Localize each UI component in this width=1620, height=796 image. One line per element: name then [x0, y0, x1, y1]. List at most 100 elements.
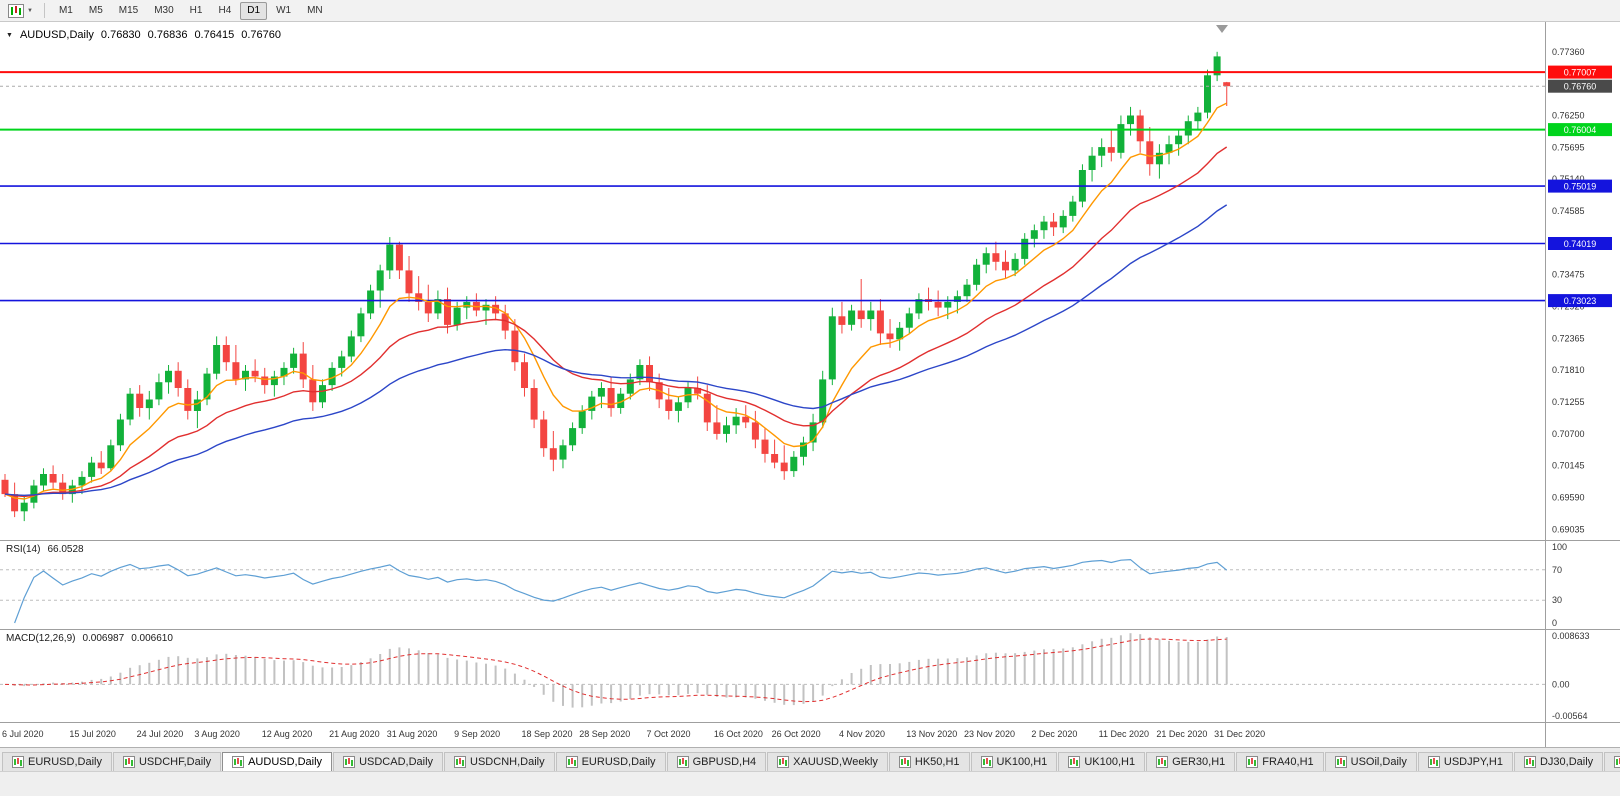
macd-indicator-label: MACD(12,26,9) 0.006987 0.006610: [6, 633, 173, 644]
svg-text:0.70145: 0.70145: [1552, 461, 1585, 471]
chart-mini-icon: [1156, 756, 1169, 768]
tab-label: USOil,Daily: [1350, 756, 1407, 768]
chart-tab-bar: EURUSD,Daily USDCHF,Daily AUDUSD,Daily USDC…: [0, 747, 1620, 771]
chart-tab-eurusd-daily[interactable]: EURUSD,Daily: [2, 752, 112, 771]
timeframe-button-mn[interactable]: MN: [300, 2, 330, 20]
date-axis-label: 18 Sep 2020: [521, 729, 573, 739]
chart-tab-usdchf-daily[interactable]: USDCHF,Daily: [112, 752, 222, 771]
svg-text:70: 70: [1552, 565, 1562, 575]
chart-tab-eurusd-daily[interactable]: EURUSD,Daily: [555, 752, 666, 771]
chart-tab-gbpusd-h4[interactable]: GBPUSD,H4: [666, 752, 767, 771]
chart-tab-dj30-daily[interactable]: DJ30,Daily: [1513, 752, 1604, 771]
svg-text:0.76250: 0.76250: [1552, 111, 1585, 121]
price-line-label: [1548, 65, 1612, 79]
chart-tab-audusd-daily[interactable]: AUDUSD,Daily: [222, 752, 333, 771]
tab-label: USDCNH,Daily: [470, 756, 545, 768]
timeframe-button-w1[interactable]: W1: [269, 2, 298, 20]
macd-pane[interactable]: MACD(12,26,9) 0.006987 0.006610 0.008633…: [0, 630, 1620, 722]
macd-name: MACD(12,26,9): [6, 633, 76, 644]
svg-text:0: 0: [1552, 618, 1557, 628]
pane-divider: [0, 629, 1620, 630]
date-axis-label: 11 Dec 2020: [1098, 729, 1150, 739]
rsi-value: 66.0528: [47, 544, 84, 555]
timeframe-button-m15[interactable]: M15: [112, 2, 145, 20]
chart-tab-china300-h1[interactable]: CHINA300,H1: [1604, 752, 1620, 771]
chart-tab-xauusd-weekly[interactable]: XAUUSD,Weekly: [767, 752, 888, 771]
timeframe-button-m5[interactable]: M5: [82, 2, 110, 20]
price-line-label: [1548, 123, 1612, 137]
main-price-pane[interactable]: 0.773600.768050.762500.756950.751400.745…: [0, 22, 1620, 540]
svg-text:0.75019: 0.75019: [1564, 182, 1597, 192]
svg-text:30: 30: [1552, 595, 1562, 605]
chart-mini-icon: [1334, 756, 1347, 768]
candles-layer: [1, 51, 1231, 522]
rsi-pane[interactable]: RSI(14) 66.0528 100 70 30 0: [0, 541, 1620, 629]
price-axis-ticks: 0.773600.768050.762500.756950.751400.745…: [1552, 47, 1585, 535]
svg-text:0.73475: 0.73475: [1552, 270, 1585, 280]
chart-tab-usdjpy-h1[interactable]: USDJPY,H1: [1417, 752, 1513, 771]
tab-label: GBPUSD,H4: [692, 756, 757, 768]
svg-text:0.76004: 0.76004: [1564, 125, 1597, 135]
chart-shift-marker[interactable]: [1216, 25, 1228, 33]
macd-canvas[interactable]: 0.008633 0.00 -0.00564: [0, 630, 1620, 722]
timeframe-button-m1[interactable]: M1: [52, 2, 80, 20]
chart-tab-hk50-h1[interactable]: HK50,H1: [888, 752, 970, 771]
chart-mini-icon: [676, 756, 689, 768]
timeframe-toolbar: ▼ M1 M5 M15 M30 H1 H4 D1 W1 MN: [0, 0, 1620, 22]
svg-text:0.77360: 0.77360: [1552, 47, 1585, 57]
svg-text:0.71810: 0.71810: [1552, 365, 1585, 375]
tab-label: USDCHF,Daily: [138, 756, 212, 768]
chart-mini-icon: [898, 756, 911, 768]
chart-mini-icon: [122, 756, 135, 768]
ohlc-low: 0.76415: [194, 29, 235, 41]
svg-text:0.72365: 0.72365: [1552, 333, 1585, 343]
pane-divider: [0, 540, 1620, 541]
date-axis-label: 7 Oct 2020: [646, 729, 691, 739]
svg-text:0.008633: 0.008633: [1552, 631, 1590, 641]
tab-label: UK100,H1: [1084, 756, 1136, 768]
timeframe-button-h4[interactable]: H4: [211, 2, 238, 20]
chart-mini-icon: [565, 756, 578, 768]
date-axis-label: 28 Sep 2020: [579, 729, 631, 739]
tab-label: GER30,H1: [1172, 756, 1226, 768]
date-axis-label: 26 Oct 2020: [771, 729, 821, 739]
svg-text:0.74585: 0.74585: [1552, 206, 1585, 216]
date-axis-label: 12 Aug 2020: [261, 729, 313, 739]
svg-text:0.00: 0.00: [1552, 679, 1570, 689]
timeframe-button-m30[interactable]: M30: [147, 2, 180, 20]
chart-tab-usdcad-daily[interactable]: USDCAD,Daily: [333, 752, 444, 771]
price-chart-canvas[interactable]: 0.773600.768050.762500.756950.751400.745…: [0, 22, 1620, 540]
svg-text:0.77007: 0.77007: [1564, 68, 1597, 78]
date-axis-label: 13 Nov 2020: [906, 729, 958, 739]
tab-label: USDJPY,H1: [1443, 756, 1503, 768]
tab-label: XAUUSD,Weekly: [793, 756, 878, 768]
date-axis-label: 24 Jul 2020: [136, 729, 184, 739]
tab-label: DJ30,Daily: [1539, 756, 1594, 768]
chart-tab-usdcnh-daily[interactable]: USDCNH,Daily: [444, 752, 555, 771]
timeframe-button-d1[interactable]: D1: [240, 1, 268, 20]
macd-signal-line: [4, 638, 1227, 703]
chart-type-button[interactable]: ▼: [3, 2, 38, 20]
ohlc-high: 0.76836: [147, 29, 188, 41]
moving-average-line-40: [4, 204, 1228, 497]
chart-tab-uk100-h1[interactable]: UK100,H1: [1058, 752, 1146, 771]
chart-tab-usoil-daily[interactable]: USOil,Daily: [1324, 752, 1417, 771]
svg-text:0.70700: 0.70700: [1552, 429, 1585, 439]
rsi-name: RSI(14): [6, 544, 41, 555]
svg-text:-0.00564: -0.00564: [1552, 711, 1588, 721]
chart-tab-uk100-h1[interactable]: UK100,H1: [970, 752, 1058, 771]
chart-mini-icon: [1427, 756, 1440, 768]
date-axis-label: 15 Jul 2020: [69, 729, 116, 739]
chart-mini-icon: [1246, 756, 1259, 768]
chart-menu-icon[interactable]: ▼: [6, 31, 13, 39]
chart-tab-ger30-h1[interactable]: GER30,H1: [1146, 752, 1236, 771]
rsi-canvas[interactable]: 100 70 30 0: [0, 541, 1620, 629]
chart-mini-icon: [454, 756, 467, 768]
price-line-label: [1548, 179, 1612, 193]
timeframe-button-h1[interactable]: H1: [183, 2, 210, 20]
date-axis-label: 31 Dec 2020: [1214, 729, 1266, 739]
chart-tab-fra40-h1[interactable]: FRA40,H1: [1236, 752, 1324, 771]
chart-mini-icon: [232, 756, 245, 768]
svg-text:100: 100: [1552, 542, 1567, 552]
